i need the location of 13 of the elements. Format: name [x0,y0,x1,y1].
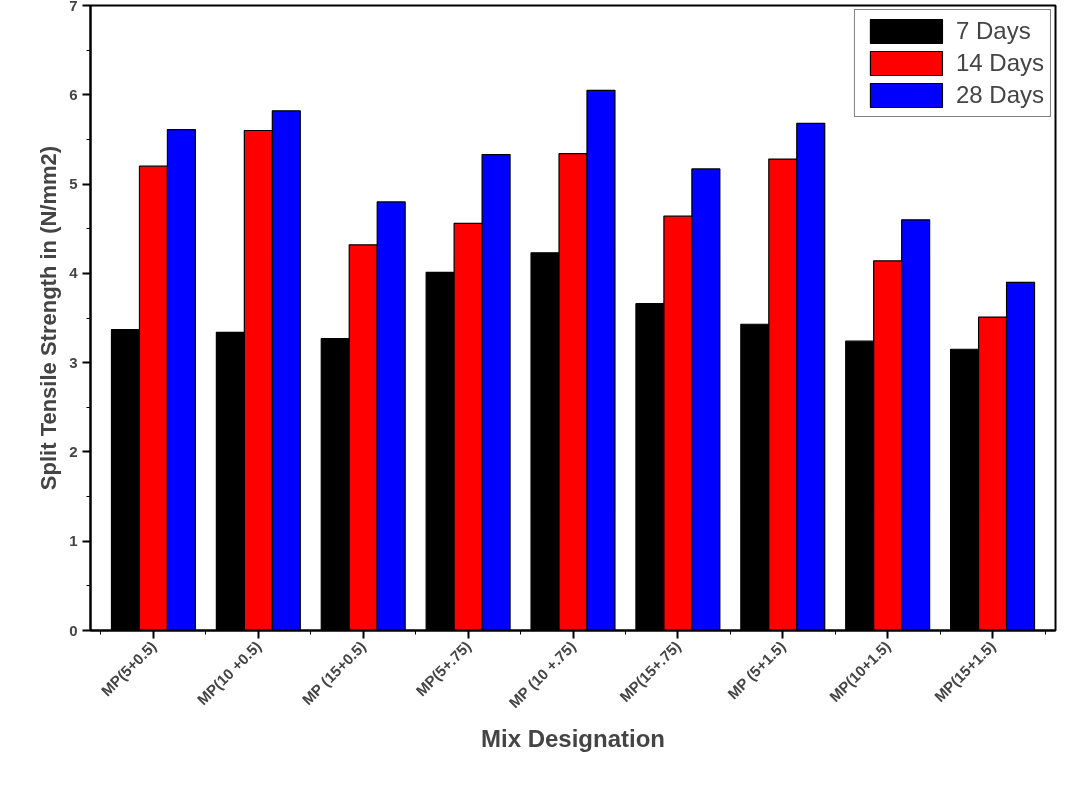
y-tick-label: 6 [69,85,78,103]
y-tick-label: 1 [69,532,78,550]
legend-label: 14 Days [955,49,1044,77]
x-axis-title: Mix Designation [480,725,666,753]
y-tick-label: 0 [69,621,78,639]
y-tick-label: 5 [69,175,78,193]
legend-label: 7 Days [955,17,1031,45]
legend-label: 28 Days [955,81,1044,109]
y-tick-label: 3 [69,353,78,371]
y-tick-label: 2 [69,442,78,460]
y-tick-label: 4 [69,264,79,282]
y-tick-label: 7 [69,0,78,14]
y-axis-title: Split Tensile Strength in (N/mm2) [36,145,62,491]
